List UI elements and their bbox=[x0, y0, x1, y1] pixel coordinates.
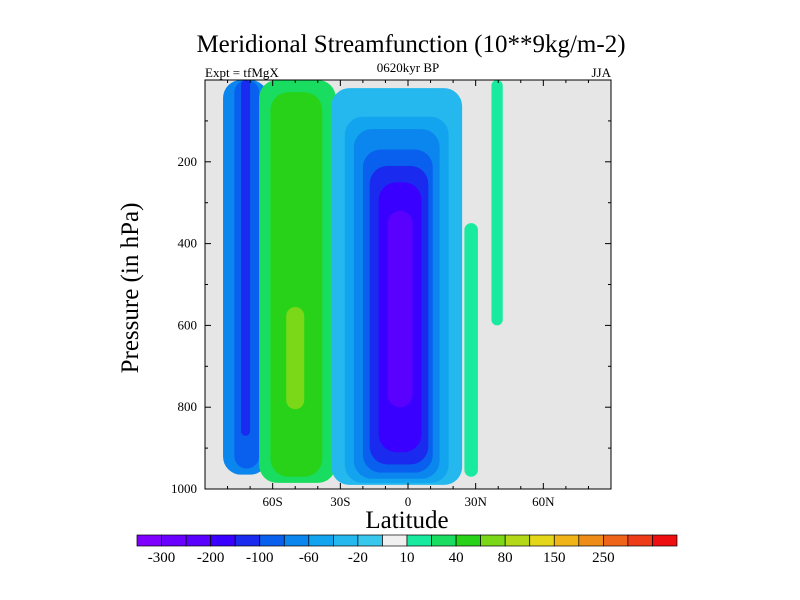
x-tick-label: 30S bbox=[330, 494, 350, 509]
right-string: JJA bbox=[591, 65, 611, 80]
colorbar-box bbox=[627, 534, 653, 547]
contour-hadley-cell-level-6 bbox=[387, 210, 413, 408]
colorbar-label: 80 bbox=[498, 550, 513, 566]
colorbar-box bbox=[578, 534, 604, 547]
colorbar-box bbox=[210, 534, 236, 547]
colorbar-box bbox=[333, 534, 359, 547]
colorbar-box bbox=[308, 534, 334, 547]
colorbar-label: 150 bbox=[543, 550, 566, 566]
colorbar-label: 250 bbox=[592, 550, 615, 566]
colorbar-box bbox=[652, 534, 678, 547]
contour-ferrel-cell-level-1 bbox=[270, 92, 323, 477]
colorbar-label: 10 bbox=[400, 550, 415, 566]
colorbar-box bbox=[161, 534, 187, 547]
colorbar-label: -100 bbox=[246, 550, 274, 566]
colorbar-box bbox=[455, 534, 481, 547]
colorbar-label: 40 bbox=[449, 550, 464, 566]
colorbar-box bbox=[431, 534, 457, 547]
colorbar-label: -200 bbox=[197, 550, 225, 566]
colorbar-box bbox=[185, 534, 211, 547]
colorbar-box bbox=[136, 534, 162, 547]
contour-ferrel-cell-level-2 bbox=[286, 306, 305, 410]
y-tick-label: 1000 bbox=[171, 481, 197, 496]
colorbar-label: -60 bbox=[299, 550, 319, 566]
contour-northern-cells-level-1 bbox=[491, 80, 503, 326]
colorbar-box bbox=[259, 534, 285, 547]
y-axis-label: Pressure (in hPa) bbox=[117, 203, 144, 374]
colorbar-box bbox=[504, 534, 531, 547]
x-tick-label: 30N bbox=[464, 494, 487, 509]
chart-title: Meridional Streamfunction (10**9kg/m-2) bbox=[196, 31, 625, 58]
y-tick-label: 200 bbox=[178, 154, 198, 169]
center-string: 0620kyr BP bbox=[377, 60, 439, 75]
axis-ticks: 60S 30S 0 30N 60N 200 400 600 800 1000 bbox=[171, 80, 611, 509]
contour-southern-polar-cell-level-2 bbox=[241, 80, 251, 436]
x-tick-label: 0 bbox=[405, 494, 412, 509]
y-tick-label: 800 bbox=[178, 399, 198, 414]
colorbar-box bbox=[553, 534, 580, 547]
colorbar: -300 -200 -100 -60 -20 10 40 80 150 250 bbox=[136, 534, 678, 566]
colorbar-box bbox=[234, 534, 261, 547]
colorbar-label: -20 bbox=[348, 550, 368, 566]
colorbar-box bbox=[382, 534, 408, 547]
colorbar-box bbox=[357, 534, 383, 547]
colorbar-label: -300 bbox=[148, 550, 176, 566]
colorbar-box bbox=[406, 534, 432, 547]
left-string: Expt = tfMgX bbox=[205, 65, 279, 80]
y-tick-label: 400 bbox=[178, 236, 198, 251]
y-tick-label: 600 bbox=[178, 317, 198, 332]
contour-fill-layer bbox=[223, 80, 503, 485]
x-tick-label: 60S bbox=[263, 494, 283, 509]
colorbar-box bbox=[603, 534, 629, 547]
colorbar-box bbox=[283, 534, 310, 547]
colorbar-box bbox=[480, 534, 506, 547]
x-tick-label: 60N bbox=[532, 494, 555, 509]
colorbar-box bbox=[529, 534, 555, 547]
contour-northern-cells-level-0 bbox=[464, 223, 478, 477]
x-axis-label: Latitude bbox=[365, 507, 448, 534]
